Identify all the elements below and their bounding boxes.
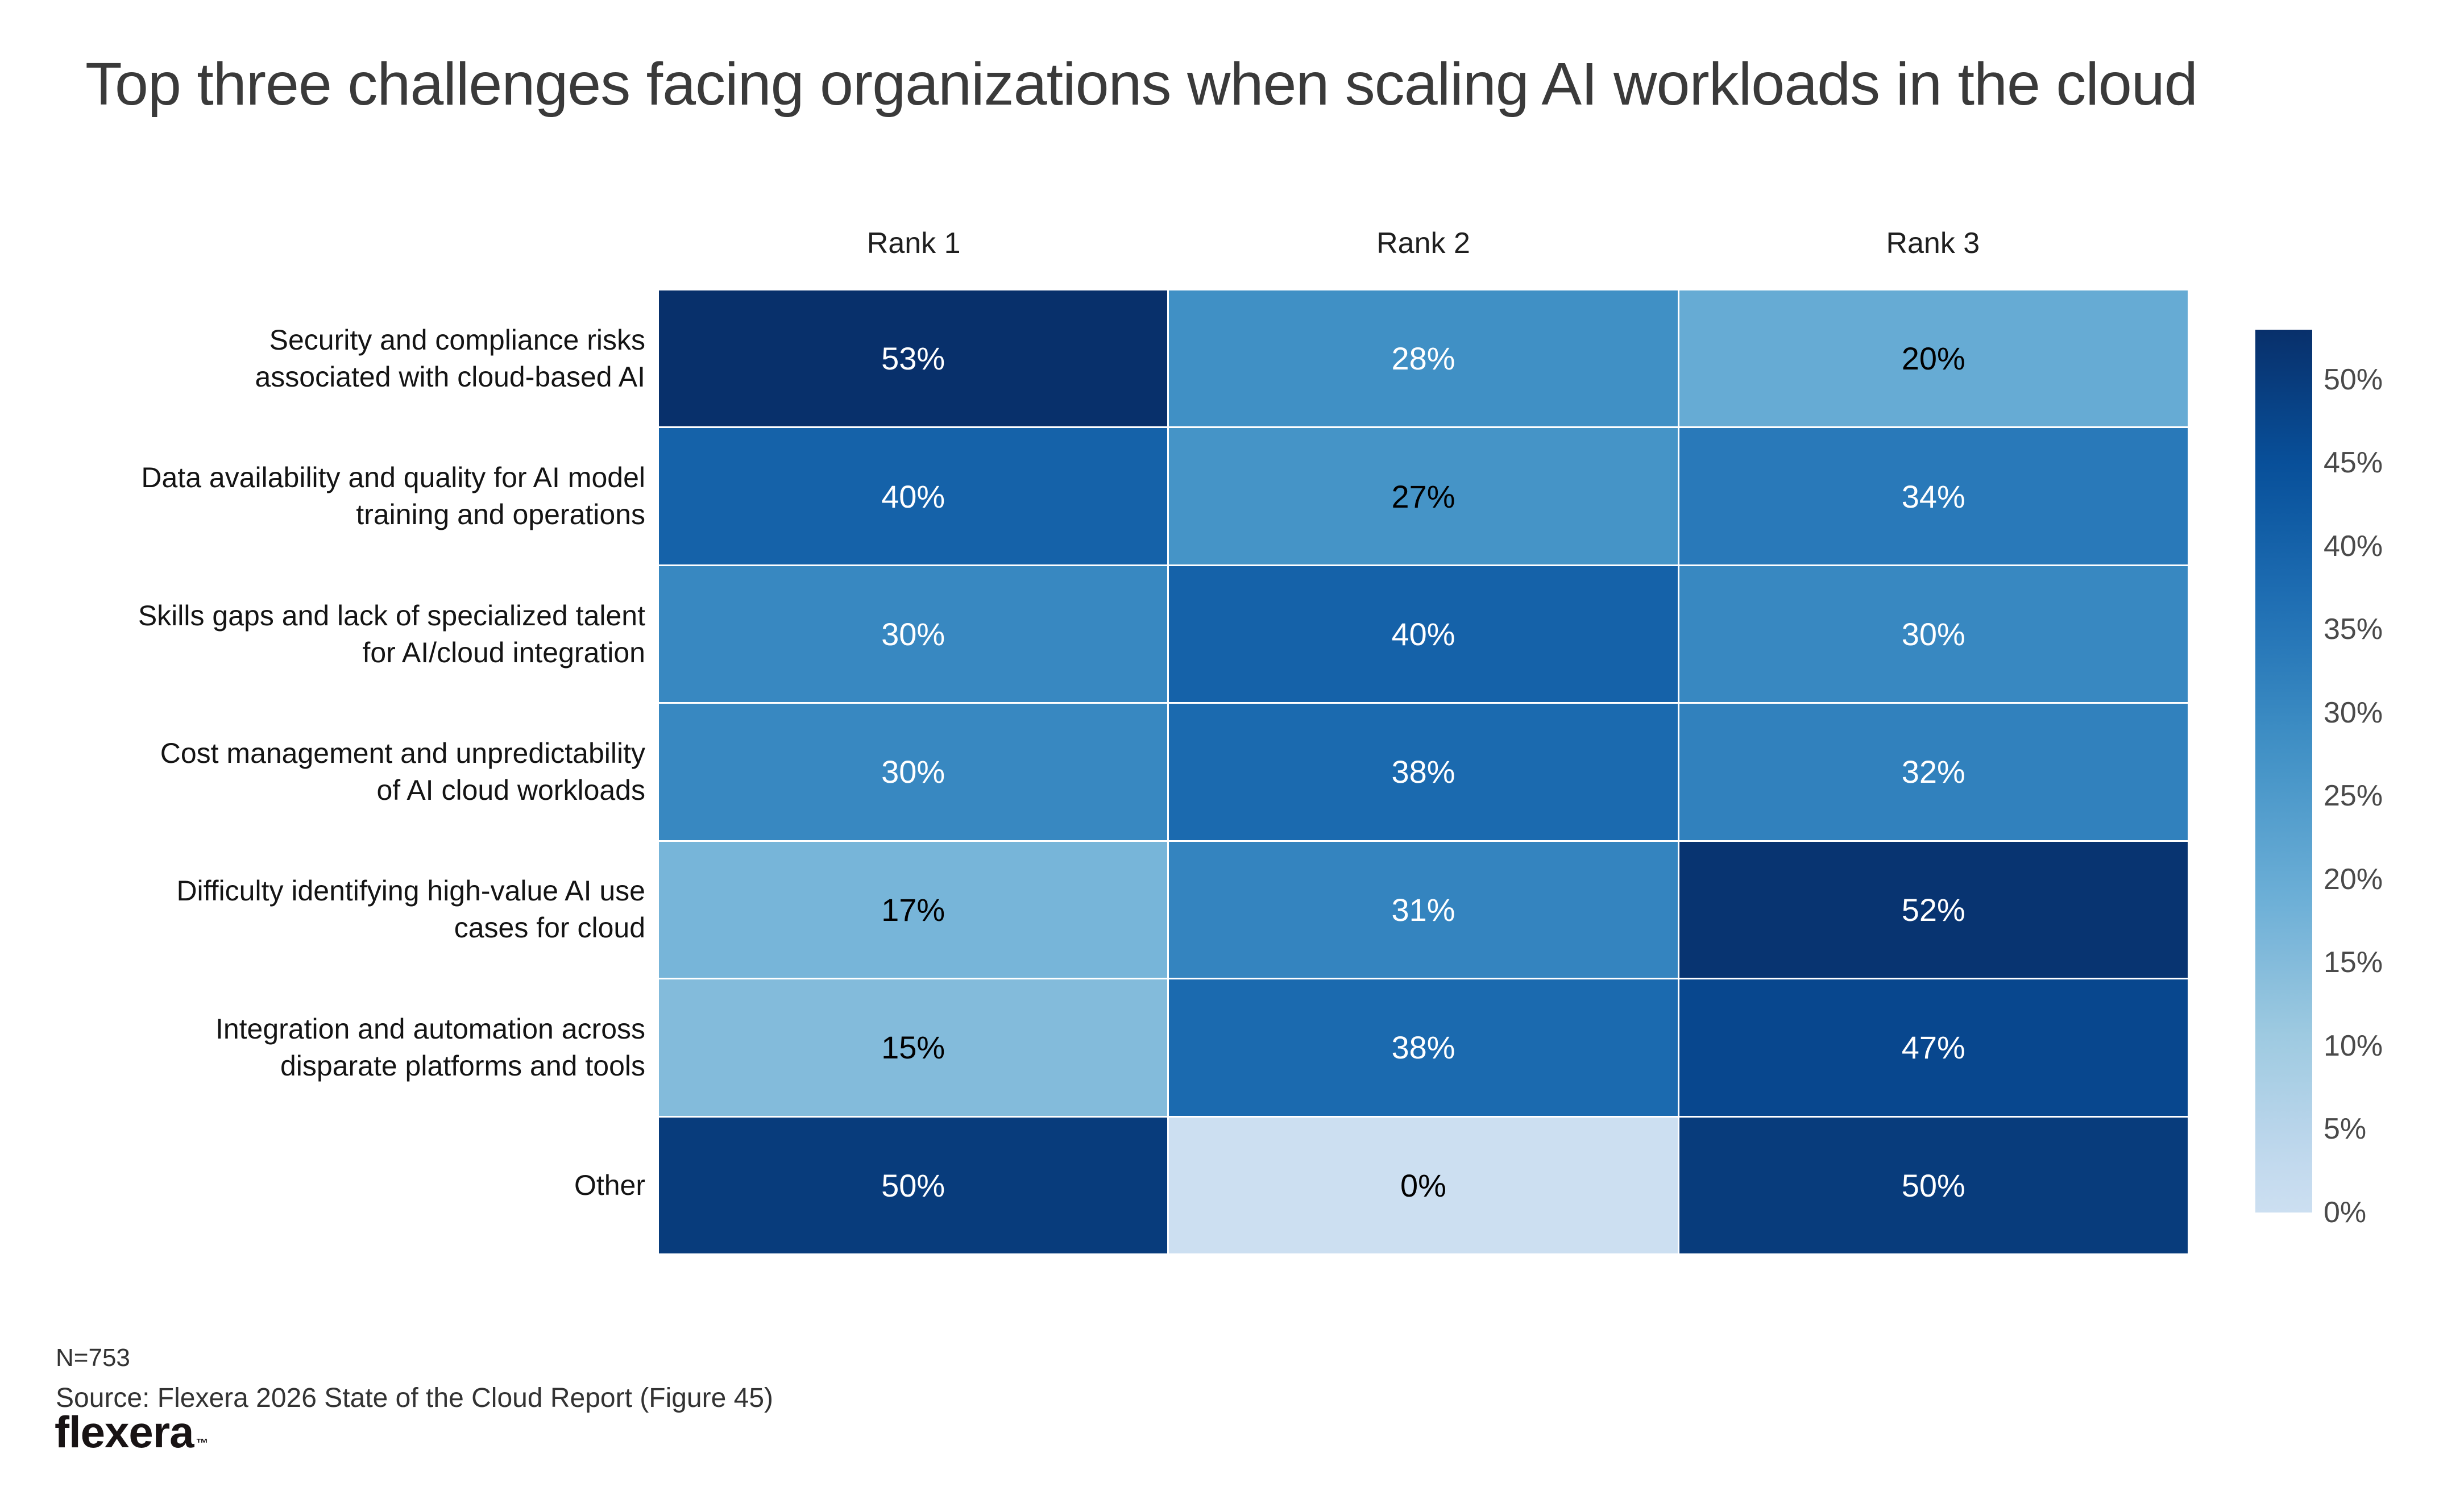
column-headers: Rank 1 Rank 2 Rank 3 — [659, 226, 2188, 260]
colorbar-tick-label: 50% — [2324, 363, 2383, 396]
colorbar — [2255, 330, 2312, 1213]
row-label-line: Skills gaps and lack of specialized tale… — [138, 599, 645, 632]
cell-value: 38% — [1391, 754, 1455, 790]
row-label: Skills gaps and lack of specialized tale… — [45, 566, 645, 702]
cell-value: 34% — [1901, 478, 1965, 514]
heatmap-cell: 27% — [1169, 428, 1678, 564]
colorbar-tick-label: 25% — [2324, 779, 2383, 813]
cell-value: 17% — [881, 891, 945, 928]
heatmap-cell: 50% — [659, 1117, 1168, 1253]
heatmap-cell: 38% — [1169, 979, 1678, 1116]
cell-value: 32% — [1901, 754, 1965, 790]
cell-value: 0% — [1400, 1167, 1446, 1203]
colorbar-tick-label: 15% — [2324, 946, 2383, 979]
cell-value: 50% — [881, 1167, 945, 1203]
colorbar-tick-label: 45% — [2324, 446, 2383, 480]
heatmap-cell: 30% — [1679, 566, 2188, 703]
column-header: Rank 3 — [1886, 227, 1980, 260]
colorbar-tick-label: 5% — [2324, 1112, 2367, 1146]
row-label: Difficulty identifying high-value AI use… — [45, 842, 645, 978]
row-label-line: training and operations — [356, 499, 645, 531]
heatmap-cell: 38% — [1169, 704, 1678, 840]
chart-title: Top three challenges facing organization… — [85, 51, 2198, 118]
row-label: Security and compliance risks associated … — [45, 290, 645, 426]
flexera-logo-text: flexera — [55, 1407, 194, 1457]
heatmap-cell: 50% — [1679, 1117, 2188, 1253]
heatmap-cell: 0% — [1169, 1117, 1678, 1253]
colorbar-tick-label: 0% — [2324, 1196, 2367, 1229]
row-label-line: Data availability and quality for AI mod… — [141, 462, 645, 494]
row-label-line: Integration and automation across — [215, 1012, 645, 1045]
heatmap-cell: 20% — [1679, 290, 2188, 427]
row-label: Cost management and unpredictability of A… — [45, 704, 645, 840]
heatmap-cell: 17% — [659, 841, 1168, 978]
colorbar-tick-label: 10% — [2324, 1029, 2383, 1062]
heatmap-cell: 52% — [1679, 841, 2188, 978]
colorbar-tick-labels: 50% 45% 40% 35% 30% 25% 20% 15% 10% 5% 0% — [2324, 330, 2460, 1229]
cell-value: 40% — [1391, 616, 1455, 653]
heatmap-cell: 40% — [659, 428, 1168, 564]
row-label: Integration and automation across dispara… — [45, 979, 645, 1115]
cell-value: 31% — [1391, 891, 1455, 928]
row-label-line: cases for cloud — [454, 912, 645, 944]
cell-value: 53% — [881, 341, 945, 377]
row-label: Data availability and quality for AI mod… — [45, 428, 645, 564]
cell-value: 50% — [1901, 1167, 1965, 1203]
sample-size-note: N=753 — [56, 1344, 130, 1372]
heatmap-cell: 47% — [1679, 979, 2188, 1116]
row-label-line: disparate platforms and tools — [280, 1049, 645, 1082]
row-label-line: Cost management and unpredictability — [160, 737, 645, 769]
row-label-line: Other — [574, 1169, 645, 1201]
cell-value: 52% — [1901, 891, 1965, 928]
heatmap-cell: 15% — [659, 979, 1168, 1116]
cell-value: 47% — [1901, 1029, 1965, 1066]
row-label-line: Security and compliance risks — [269, 323, 645, 356]
heatmap-cell: 28% — [1169, 290, 1678, 427]
trademark-icon: ™ — [196, 1436, 209, 1450]
heatmap-cell: 31% — [1169, 841, 1678, 978]
colorbar-tick-label: 35% — [2324, 613, 2383, 646]
cell-value: 15% — [881, 1029, 945, 1066]
row-label-line: associated with cloud-based AI — [255, 360, 645, 393]
heatmap-grid: 53% 28% 20% 40% 27% 34% 30% 40% 30% 30% 38% 32% 17% 3… — [659, 290, 2188, 1253]
colorbar-tick-label: 20% — [2324, 862, 2383, 896]
column-header: Rank 1 — [866, 227, 961, 260]
cell-value: 30% — [1901, 616, 1965, 653]
cell-value: 20% — [1901, 341, 1965, 377]
flexera-logo: flexera ™ — [55, 1406, 209, 1458]
cell-value: 27% — [1391, 478, 1455, 514]
source-note: Source: Flexera 2026 State of the Cloud … — [56, 1383, 774, 1413]
row-labels: Security and compliance risks associated … — [45, 290, 645, 1253]
heatmap-cell: 53% — [659, 290, 1168, 427]
row-label-line: for AI/cloud integration — [362, 636, 645, 668]
cell-value: 28% — [1391, 341, 1455, 377]
heatmap-cell: 32% — [1679, 704, 2188, 840]
heatmap-cell: 30% — [659, 566, 1168, 703]
colorbar-tick-label: 30% — [2324, 696, 2383, 729]
row-label-line: of AI cloud workloads — [376, 774, 646, 806]
column-header: Rank 2 — [1376, 227, 1470, 260]
cell-value: 40% — [881, 478, 945, 514]
row-label: Other — [45, 1118, 645, 1253]
cell-value: 38% — [1391, 1029, 1455, 1066]
row-label-line: Difficulty identifying high-value AI use — [176, 875, 645, 907]
heatmap-cell: 40% — [1169, 566, 1678, 703]
heatmap-cell: 34% — [1679, 428, 2188, 564]
colorbar-tick-label: 40% — [2324, 529, 2383, 563]
heatmap-cell: 30% — [659, 704, 1168, 840]
cell-value: 30% — [881, 616, 945, 653]
cell-value: 30% — [881, 754, 945, 790]
